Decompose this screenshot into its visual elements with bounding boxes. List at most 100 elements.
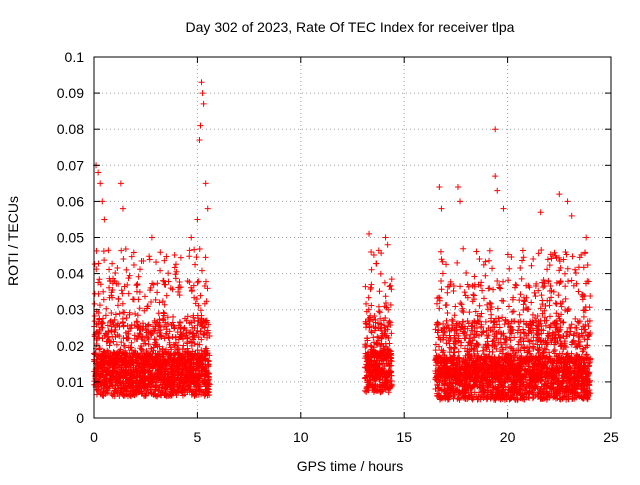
data-point	[544, 256, 551, 263]
data-point	[172, 261, 179, 268]
data-point	[515, 341, 522, 348]
data-point	[163, 323, 170, 330]
data-point	[136, 289, 143, 296]
data-point	[388, 330, 395, 337]
data-point	[512, 281, 519, 288]
data-point	[163, 292, 170, 299]
data-point	[583, 351, 590, 358]
data-point	[368, 343, 375, 350]
data-point	[181, 379, 188, 386]
data-point	[113, 387, 120, 394]
data-point	[368, 328, 375, 335]
data-point	[95, 365, 102, 372]
x-tick-labels: 0 5 10 15 20 25	[90, 429, 619, 445]
data-point	[202, 180, 209, 187]
data-point	[133, 335, 140, 342]
data-point	[196, 341, 203, 348]
data-point	[368, 372, 375, 379]
data-point	[191, 386, 198, 393]
data-point	[125, 290, 132, 297]
data-point	[518, 275, 525, 282]
data-point	[142, 353, 149, 360]
data-point	[363, 300, 370, 307]
data-point	[494, 305, 501, 312]
data-point	[130, 368, 137, 375]
data-point	[118, 384, 125, 391]
data-point	[186, 253, 193, 260]
data-point	[562, 249, 569, 256]
data-point	[562, 283, 569, 290]
data-point	[188, 287, 195, 294]
data-point	[109, 260, 116, 267]
data-point	[169, 359, 176, 366]
data-point	[97, 359, 104, 366]
y-axis-label: ROTI / TECUs	[5, 196, 21, 286]
data-point	[136, 305, 143, 312]
data-point	[386, 385, 393, 392]
data-point	[114, 265, 121, 272]
data-point	[177, 370, 184, 377]
data-point	[177, 254, 184, 261]
data-point	[568, 277, 575, 284]
data-point	[520, 329, 527, 336]
data-point	[136, 373, 143, 380]
data-point	[184, 369, 191, 376]
data-point	[385, 335, 392, 342]
data-point	[198, 366, 205, 373]
data-point	[154, 280, 161, 287]
data-point	[191, 318, 198, 325]
data-point	[377, 325, 384, 332]
data-point	[454, 259, 461, 266]
data-point	[143, 333, 150, 340]
data-point	[530, 256, 537, 263]
data-point	[116, 310, 123, 317]
data-point	[195, 278, 202, 285]
data-point	[106, 284, 113, 291]
x-axis-label: GPS time / hours	[297, 458, 404, 474]
data-point	[110, 338, 117, 345]
data-point	[153, 353, 160, 360]
data-point	[198, 316, 205, 323]
data-point	[466, 309, 473, 316]
data-point	[363, 321, 370, 328]
data-point	[127, 357, 134, 364]
data-point	[432, 347, 439, 354]
data-point	[516, 311, 523, 318]
data-point	[480, 295, 487, 302]
data-point	[149, 384, 156, 391]
data-point	[152, 339, 159, 346]
data-point	[160, 356, 167, 363]
data-point	[378, 389, 385, 396]
data-point	[148, 298, 155, 305]
data-point	[388, 354, 395, 361]
data-point	[379, 330, 386, 337]
data-point	[370, 368, 377, 375]
data-point	[153, 259, 160, 266]
data-point	[132, 357, 139, 364]
data-point	[492, 126, 499, 133]
data-point	[161, 281, 168, 288]
data-point	[135, 324, 142, 331]
data-point	[191, 325, 198, 332]
data-point	[145, 321, 152, 328]
data-point	[378, 343, 385, 350]
data-point	[363, 361, 370, 368]
data-point	[133, 318, 140, 325]
data-point	[457, 300, 464, 307]
data-point	[151, 336, 158, 343]
data-point	[175, 366, 182, 373]
data-point	[166, 339, 173, 346]
data-point	[99, 379, 106, 386]
data-point	[457, 198, 464, 205]
data-point	[575, 288, 582, 295]
data-point	[438, 205, 445, 212]
data-point	[134, 280, 141, 287]
data-point	[505, 277, 512, 284]
data-point	[135, 367, 142, 374]
data-point	[144, 358, 151, 365]
data-point	[383, 356, 390, 363]
data-point	[160, 277, 167, 284]
data-point	[141, 393, 148, 400]
data-point	[99, 320, 106, 327]
